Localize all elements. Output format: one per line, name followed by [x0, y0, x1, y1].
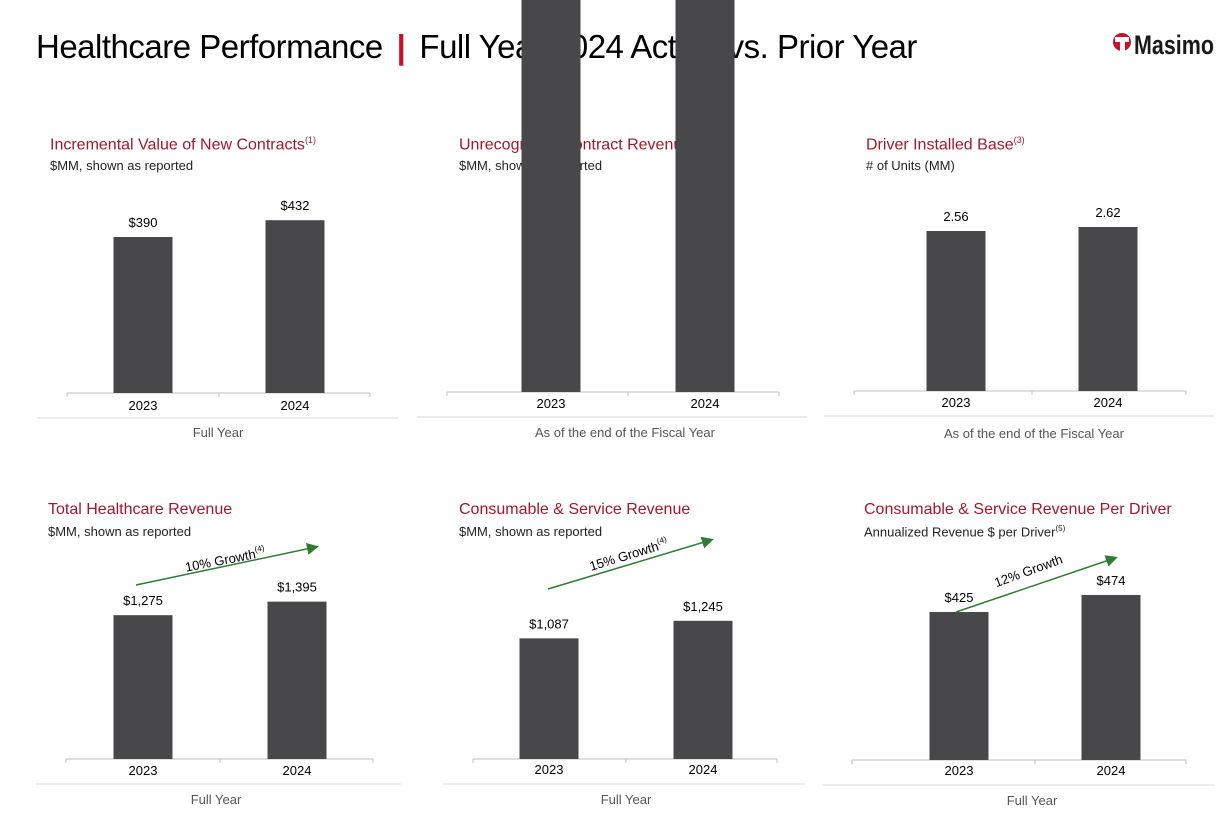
growth-label: 10% Growth(4)	[184, 543, 267, 574]
chart-title: Consumable & Service Revenue	[459, 501, 690, 519]
chart-plot: 2.56 2023 2.62 2024 As of the end of the Fis…	[824, 205, 1214, 441]
category-label-2023: 2023	[942, 395, 971, 410]
bar-2023	[519, 638, 579, 759]
category-label-2024: 2024	[1094, 395, 1123, 410]
chart-subtitle-text: $MM, shown as reported	[459, 524, 603, 539]
bar-2024	[675, 0, 735, 392]
chart-footer: As of the end of the Fiscal Year	[944, 426, 1125, 441]
chart-driver-installed-base: Driver Installed Base(3) # of Units (MM) 2…	[824, 135, 1226, 455]
chart-footer: Full Year	[191, 792, 242, 807]
data-label-2024: $432	[281, 198, 310, 213]
bar-2023	[113, 237, 173, 393]
data-label-2023: $1,087	[529, 616, 569, 631]
chart-title-text: Total Healthcare Revenue	[48, 501, 233, 518]
growth-arrow	[547, 536, 714, 590]
category-label-2023: 2023	[945, 763, 974, 778]
chart-subtitle: $MM, shown as reported	[50, 158, 193, 173]
chart-subtitle: $MM, shown as reported	[48, 524, 191, 539]
data-label-2024: $474	[1097, 573, 1126, 588]
chart-incremental-value: Incremental Value of New Contracts(1) $MM…	[37, 135, 410, 455]
category-label-2024: 2024	[1097, 763, 1126, 778]
chart-subtitle: # of Units (MM)	[866, 158, 955, 173]
growth-label: 15% Growth(4)	[587, 535, 670, 574]
chart-title: Incremental Value of New Contracts(1)	[50, 135, 316, 154]
chart-subtitle: $MM, shown as reported	[459, 524, 602, 539]
category-label-2024: 2024	[283, 763, 312, 778]
chart-title: Total Healthcare Revenue	[48, 501, 232, 519]
data-label-2023: $425	[945, 590, 974, 605]
chart-subtitle-text: Annualized Revenue $ per Driver	[864, 524, 1056, 540]
page-title: Healthcare Performance | Full Year 2024 Ac…	[36, 28, 917, 66]
category-label-2023: 2023	[537, 396, 566, 411]
data-label-2024: $1,395	[277, 580, 317, 595]
chart-plot: $1,275 2023 $1,395 2024 Full Year 10% Growth(…	[36, 542, 401, 807]
bar-2024	[1081, 594, 1141, 760]
data-label-2024: $1,245	[683, 599, 723, 614]
page-title-left: Healthcare Performance	[36, 28, 383, 65]
chart-plot: $390 2023 $432 2024 Full Year	[37, 198, 398, 440]
category-label-2024: 2024	[281, 398, 310, 413]
growth-footnote: (4)	[254, 543, 266, 554]
chart-title: Driver Installed Base(3)	[866, 135, 1025, 154]
chart-plot: $1,087 2023 $1,245 2024 Full Year 15% Growth(…	[443, 535, 805, 807]
bar-2024	[673, 620, 733, 759]
chart-subtitle-text: # of Units (MM)	[866, 158, 955, 173]
chart-subtitle-text: $MM, shown as reported	[50, 158, 194, 173]
chart-consumable-service-revenue: Consumable & Service Revenue $MM, shown a…	[443, 501, 819, 821]
chart-footer: As of the end of the Fiscal Year	[535, 425, 716, 440]
bar-2023	[929, 612, 989, 760]
category-label-2023: 2023	[535, 762, 564, 777]
chart-subtitle-footnote: (5)	[1055, 524, 1066, 533]
category-label-2023: 2023	[129, 398, 158, 413]
bar-2023	[521, 0, 581, 392]
category-label-2024: 2024	[691, 396, 720, 411]
chart-title-text: Consumable & Service Revenue	[459, 501, 691, 518]
chart-subtitle-text: $MM, shown as reported	[48, 524, 192, 539]
chart-total-healthcare-revenue: Total Healthcare Revenue $MM, shown as re…	[36, 501, 408, 821]
data-label-2023: $1,275	[123, 593, 163, 608]
chart-title-footnote: (3)	[1013, 135, 1025, 145]
chart-title-text: Driver Installed Base	[866, 136, 1014, 154]
growth-arrow	[135, 542, 319, 586]
chart-revenue-per-driver: Consumable & Service Revenue Per Driver A…	[822, 501, 1224, 821]
chart-title-text: Incremental Value of New Contracts	[50, 136, 305, 154]
chart-title-footnote: (1)	[304, 135, 316, 145]
bar-2024	[265, 220, 325, 393]
data-label-2023: 2.56	[943, 209, 968, 224]
data-label-2024: 2.62	[1095, 205, 1120, 220]
category-label-2024: 2024	[689, 762, 718, 777]
growth-arrow	[955, 555, 1118, 613]
chart-footer: Full Year	[601, 792, 652, 807]
chart-footer: Full Year	[193, 425, 244, 440]
chart-unrecognized-revenue: Unrecognized Contract Revenue(2)$MM, sho…	[417, 0, 819, 455]
masimo-logo-icon	[1113, 33, 1131, 51]
chart-subtitle: Annualized Revenue $ per Driver(5)	[864, 524, 1065, 539]
masimo-logo: Masimo	[1113, 30, 1214, 60]
bar-2024	[1078, 227, 1138, 391]
page-title-right: Full Year 2024 Actual vs. Prior Year	[419, 28, 917, 65]
title-separator: |	[396, 28, 406, 65]
data-label-2023: $390	[129, 215, 158, 230]
bar-2023	[926, 231, 986, 391]
category-label-2023: 2023	[129, 763, 158, 778]
growth-footnote: (4)	[656, 535, 668, 547]
bar-2024	[267, 601, 327, 759]
chart-title: Consumable & Service Revenue Per Driver	[864, 501, 1172, 519]
chart-footer: Full Year	[1007, 793, 1058, 808]
chart-title-text: Consumable & Service Revenue Per Driver	[864, 501, 1172, 518]
logo-text: Masimo	[1134, 30, 1214, 60]
growth-label: 12% Growth	[992, 551, 1064, 590]
bar-2023	[113, 615, 173, 759]
chart-plot: $425 2023 $474 2024 Full Year 12% Growth	[822, 551, 1214, 808]
chart-plot: $1,4972023$1,7732024As of the end of the…	[417, 0, 807, 440]
